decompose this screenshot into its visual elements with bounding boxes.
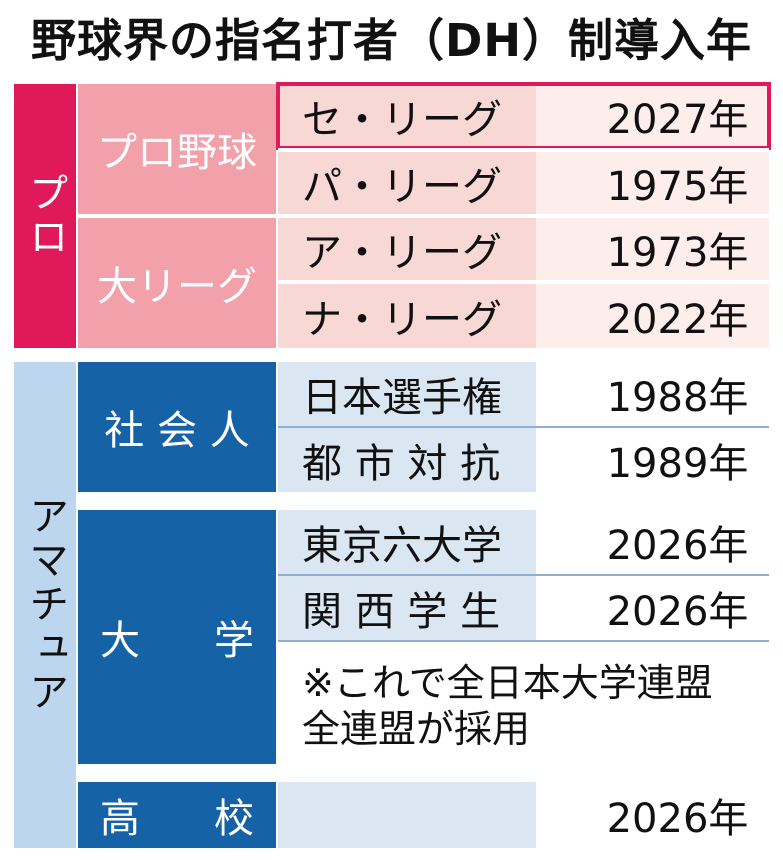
league-name: ア・リーグ	[278, 218, 536, 280]
category-working-adults: 社 会 人	[78, 362, 276, 492]
league-name: ナ・リーグ	[278, 284, 536, 348]
league-year: 2026年	[536, 576, 769, 640]
league-year: 2027年	[536, 84, 769, 148]
chart-title: 野球界の指名打者（DH）制導入年	[30, 14, 753, 67]
divider	[278, 574, 769, 576]
note-line: ※これで全日本大学連盟	[302, 661, 713, 705]
league-name: 東京六大学	[278, 510, 536, 574]
league-name: 関 西 学 生	[278, 576, 536, 640]
league-year: 2026年	[536, 510, 769, 574]
divider	[278, 148, 769, 152]
note-line: 全連盟が採用	[302, 707, 531, 751]
pro-label-text: プロ	[22, 172, 68, 260]
amateur-section-label: アマチュア	[14, 362, 76, 848]
tournament-year: 1988年	[536, 362, 769, 426]
league-year: 1975年	[536, 152, 769, 214]
category-university-left: 大	[100, 618, 140, 664]
divider	[278, 640, 769, 642]
category-high-school: 高 校	[78, 782, 276, 848]
high-school-name	[278, 782, 536, 848]
category-high-school-right: 校	[214, 796, 254, 842]
category-university: 大 学	[78, 510, 276, 764]
amateur-label-text: アマチュア	[22, 495, 68, 715]
divider	[78, 214, 276, 218]
category-major-league: 大リーグ	[78, 218, 276, 348]
tournament-year: 1989年	[536, 428, 769, 492]
league-name: セ・リーグ	[278, 84, 536, 148]
divider	[278, 426, 769, 428]
pro-section-label: プロ	[14, 84, 76, 348]
divider	[278, 214, 769, 218]
university-note: ※これで全日本大学連盟 全連盟が採用	[278, 642, 769, 764]
divider	[278, 280, 769, 284]
league-year: 2022年	[536, 284, 769, 348]
category-pro-baseball: プロ野球	[78, 84, 276, 214]
category-high-school-left: 高	[100, 796, 140, 842]
league-name: パ・リーグ	[278, 152, 536, 214]
highlight-box	[276, 82, 771, 150]
tournament-name: 都 市 対 抗	[278, 428, 536, 492]
league-year: 1973年	[536, 218, 769, 280]
high-school-year: 2026年	[536, 782, 769, 848]
category-university-right: 学	[214, 618, 254, 664]
tournament-name: 日本選手権	[278, 362, 536, 426]
